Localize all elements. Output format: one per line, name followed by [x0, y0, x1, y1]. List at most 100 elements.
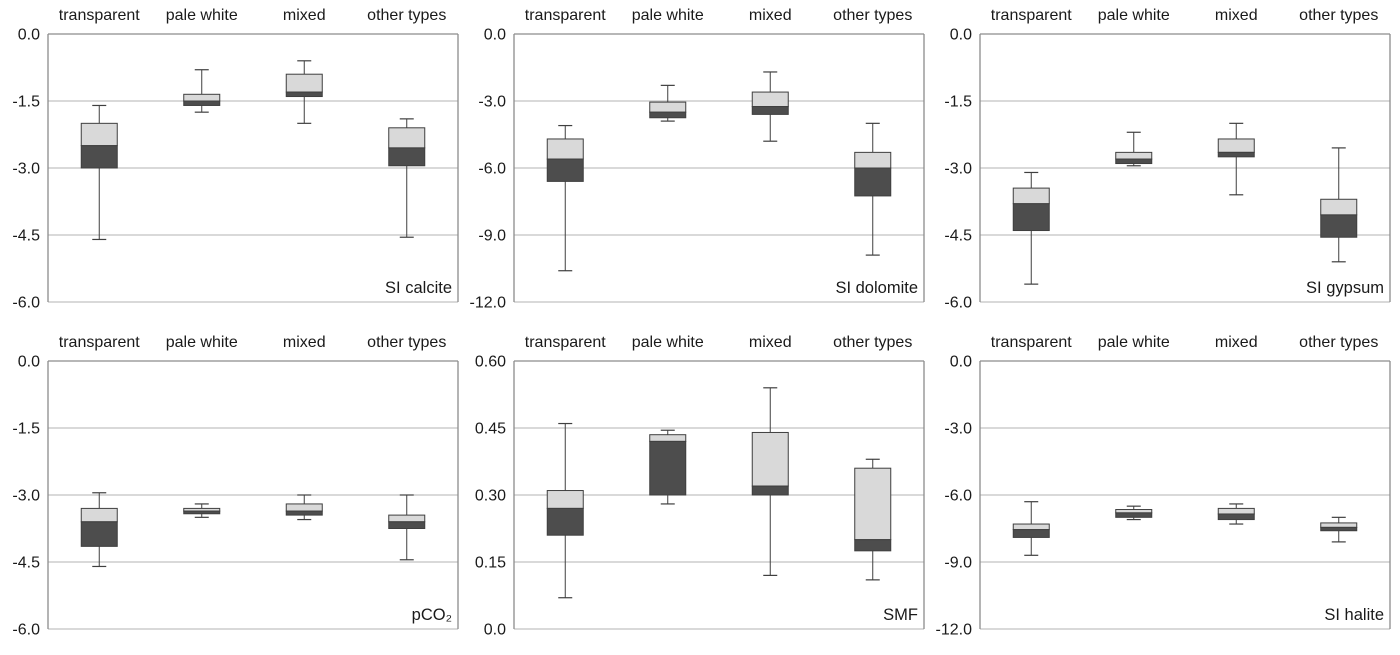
box-upper-quartile: [751, 91, 789, 108]
y-tick-label: -6.0: [12, 295, 40, 312]
box-upper-quartile: [388, 514, 426, 523]
y-tick-label: -9.0: [478, 228, 506, 245]
box-upper-quartile: [546, 490, 584, 509]
y-tick-label: 0.0: [484, 27, 506, 44]
category-label: pale white: [632, 334, 704, 351]
box-upper-quartile: [388, 127, 426, 149]
category-label: transparent: [525, 7, 606, 24]
chart-panel-si-gypsum: 0.0 -1.5 -3.0 -4.5 -6.0 transparent pale white…: [932, 0, 1398, 327]
box-upper-quartile: [183, 93, 221, 102]
box-lower-quartile: [751, 485, 789, 496]
box-upper-quartile: [285, 503, 323, 512]
box-upper-quartile: [649, 434, 687, 442]
y-tick-label: -3.0: [12, 161, 40, 178]
box-lower-quartile: [183, 100, 221, 106]
category-label: pale white: [166, 7, 238, 24]
panel-title: SI dolomite: [835, 279, 918, 297]
y-tick-label: -3.0: [944, 421, 972, 438]
box-lower-quartile: [1115, 158, 1153, 165]
category-label: transparent: [59, 7, 140, 24]
y-tick-label: 0.0: [950, 27, 972, 44]
box-lower-quartile: [854, 167, 892, 197]
y-tick-label: -3.0: [12, 488, 40, 505]
box-upper-quartile: [80, 507, 118, 523]
panel-title: SMF: [883, 606, 918, 624]
y-tick-label: -12.0: [470, 295, 507, 312]
box-lower-quartile: [546, 507, 584, 536]
y-tick-label: -6.0: [944, 488, 972, 505]
y-tick-label: -9.0: [944, 555, 972, 572]
box-upper-quartile: [80, 122, 118, 147]
category-label: other types: [1299, 7, 1378, 24]
category-label: transparent: [991, 7, 1072, 24]
y-tick-label: -4.5: [12, 228, 40, 245]
box-upper-quartile: [751, 431, 789, 487]
y-tick-label: 0.0: [950, 354, 972, 371]
box-lower-quartile: [1320, 214, 1358, 238]
box-upper-quartile: [1320, 198, 1358, 216]
y-tick-label: 0.45: [475, 421, 506, 438]
boxplot-svg-si-calcite: 0.0 -1.5 -3.0 -4.5 -6.0 transparent pale white…: [12, 7, 459, 312]
box-upper-quartile: [649, 101, 687, 113]
boxplot-svg-si-dolomite: 0.0 -3.0 -6.0 -9.0 -12.0 transparent pale whit…: [470, 7, 925, 312]
chart-panel-si-calcite: 0.0 -1.5 -3.0 -4.5 -6.0 transparent pale white…: [0, 0, 466, 327]
category-label: transparent: [59, 334, 140, 351]
panel-title: SI halite: [1324, 606, 1384, 624]
y-tick-label: -6.0: [478, 161, 506, 178]
chart-panel-pco2: 0.0 -1.5 -3.0 -4.5 -6.0 transparent pale white…: [0, 327, 466, 654]
panel-title: SI gypsum: [1306, 279, 1384, 297]
y-tick-label: 0.60: [475, 354, 506, 371]
chart-panel-smf: 0.60 0.45 0.30 0.15 0.0 transparent pale white…: [466, 327, 932, 654]
category-label: other types: [367, 7, 446, 24]
category-label: transparent: [991, 334, 1072, 351]
box-lower-quartile: [546, 158, 584, 182]
box-lower-quartile: [649, 111, 687, 119]
box-lower-quartile: [285, 91, 323, 98]
box-upper-quartile: [1217, 138, 1255, 153]
box-upper-quartile: [1217, 507, 1255, 515]
y-tick-label: -4.5: [12, 555, 40, 572]
category-label: other types: [833, 7, 912, 24]
chart-panel-si-dolomite: 0.0 -3.0 -6.0 -9.0 -12.0 transparent pale whit…: [466, 0, 932, 327]
box-lower-quartile: [388, 147, 426, 167]
box-upper-quartile: [1320, 522, 1358, 528]
category-label: mixed: [749, 334, 792, 351]
y-tick-label: -6.0: [944, 295, 972, 312]
box-lower-quartile: [183, 510, 221, 515]
box-upper-quartile: [1012, 523, 1050, 531]
chart-panel-si-halite: 0.0 -3.0 -6.0 -9.0 -12.0 transparent pale whit…: [932, 327, 1398, 654]
y-tick-label: 0.0: [484, 622, 506, 639]
y-tick-label: -3.0: [478, 94, 506, 111]
panel-title: pCO₂: [412, 606, 452, 624]
category-label: other types: [1299, 334, 1378, 351]
category-label: pale white: [1098, 7, 1170, 24]
box-lower-quartile: [1217, 151, 1255, 158]
box-lower-quartile: [1320, 526, 1358, 532]
category-label: other types: [833, 334, 912, 351]
box-upper-quartile: [546, 138, 584, 160]
y-tick-label: -12.0: [936, 622, 973, 639]
category-label: pale white: [166, 334, 238, 351]
category-label: mixed: [749, 7, 792, 24]
box-lower-quartile: [1115, 512, 1153, 518]
y-tick-label: 0.30: [475, 488, 506, 505]
box-lower-quartile: [751, 106, 789, 115]
box-lower-quartile: [649, 440, 687, 496]
category-label: mixed: [283, 334, 326, 351]
box-lower-quartile: [80, 145, 118, 169]
box-lower-quartile: [1217, 513, 1255, 521]
panel-title: SI calcite: [385, 279, 452, 297]
y-tick-label: 0.15: [475, 555, 506, 572]
category-label: mixed: [1215, 334, 1258, 351]
box-lower-quartile: [1012, 203, 1050, 232]
box-lower-quartile: [854, 539, 892, 552]
box-upper-quartile: [1115, 151, 1153, 160]
box-upper-quartile: [854, 467, 892, 541]
y-tick-label: -1.5: [944, 94, 972, 111]
y-tick-label: 0.0: [18, 354, 40, 371]
y-tick-label: -1.5: [12, 421, 40, 438]
category-label: transparent: [525, 334, 606, 351]
category-label: mixed: [283, 7, 326, 24]
box-upper-quartile: [1012, 187, 1050, 205]
